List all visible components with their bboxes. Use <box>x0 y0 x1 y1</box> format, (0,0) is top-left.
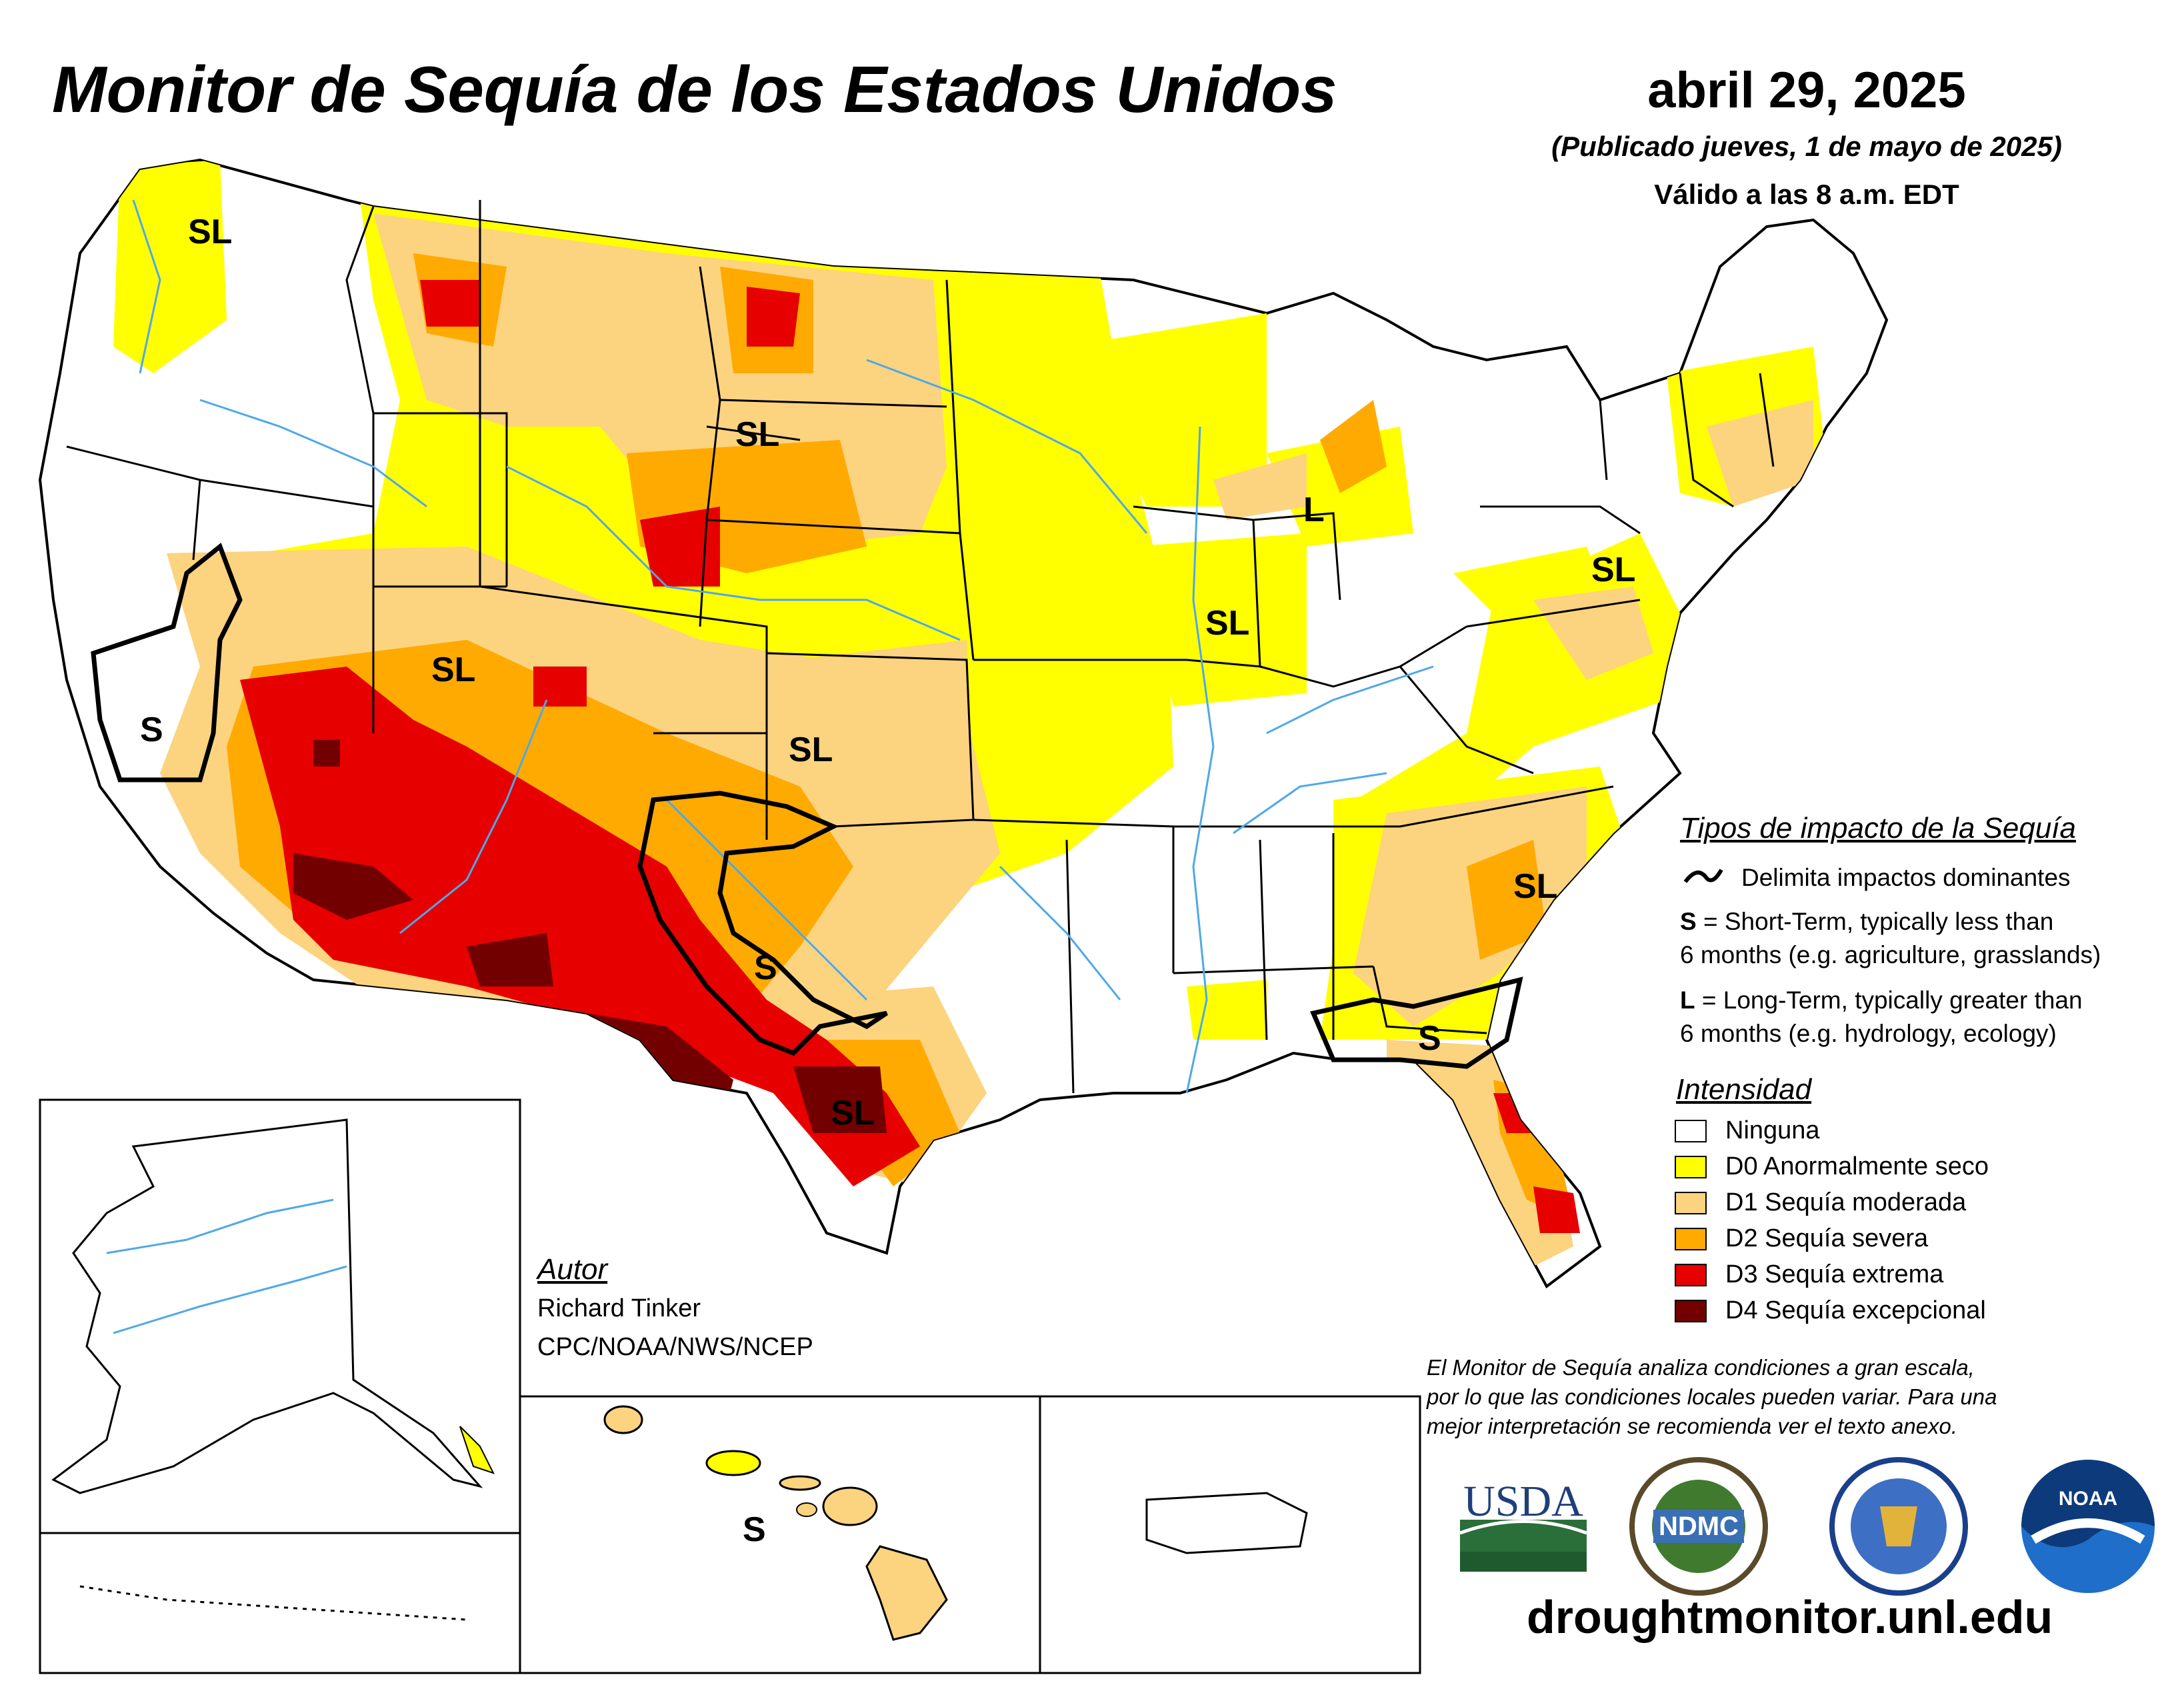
intensity-legend-item: D2 Sequía severa <box>1675 1224 1928 1253</box>
map-date: abril 29, 2025 <box>1647 62 1966 119</box>
short-term-line2: 6 months (e.g. agriculture, grasslands) <box>1680 941 2101 968</box>
intensity-swatch <box>1675 1263 1707 1286</box>
intensity-legend-item: D4 Sequía excepcional <box>1675 1296 1986 1325</box>
intensity-legend-item: D0 Anormalmente seco <box>1675 1152 1989 1181</box>
intensity-legend-item: D1 Sequía moderada <box>1675 1188 1966 1217</box>
noaa-logo-text: NOAA <box>2058 1488 2118 1510</box>
ndmc-logo <box>1629 1457 1768 1596</box>
impact-label: SL <box>431 651 476 689</box>
disclaimer: El Monitor de Sequía analiza condiciones… <box>1427 1353 2127 1441</box>
usda-logo <box>1459 1520 1587 1572</box>
intensity-legend-item: D3 Sequía extrema <box>1675 1260 1943 1289</box>
intensity-swatch <box>1675 1119 1707 1142</box>
impact-label: SL <box>1591 551 1636 589</box>
impact-label: SL <box>735 415 780 454</box>
impact-boundaries <box>91 543 1523 1069</box>
puerto-rico-inset <box>1039 1395 1421 1674</box>
ndmc-logo-text: NDMC <box>1659 1512 1739 1541</box>
intensity-swatch <box>1675 1227 1707 1250</box>
intensity-swatch <box>1675 1191 1707 1214</box>
impact-label: S <box>1418 1019 1441 1058</box>
map-title: Monitor de Sequía de los Estados Unidos <box>52 53 1337 126</box>
commerce-logo <box>1829 1457 1968 1596</box>
disclaimer-line: por lo que las condiciones locales puede… <box>1427 1384 1997 1409</box>
disclaimer-line: mejor interpretación se recomienda ver e… <box>1427 1414 1958 1438</box>
intensity-swatch <box>1675 1155 1707 1178</box>
short-term-text: = Short-Term, typically less than <box>1696 908 2054 935</box>
legend-graphics <box>1683 868 1723 883</box>
noaa-logo <box>2021 1460 2155 1593</box>
long-term-line2: 6 months (e.g. hydrology, ecology) <box>1680 1020 2057 1047</box>
l-key: L <box>1680 986 1695 1014</box>
impact-legend-title: Tipos de impacto de la Sequía <box>1680 812 2076 844</box>
author-org: CPC/NOAA/NWS/NCEP <box>537 1333 813 1361</box>
intensity-legend-item: Ninguna <box>1675 1116 1820 1145</box>
intensity-label: D1 Sequía moderada <box>1725 1188 1967 1216</box>
state-borders <box>66 200 1775 1094</box>
short-term-line1: S = Short-Term, typically less than <box>1680 908 2053 936</box>
intensity-label: D4 Sequía excepcional <box>1725 1296 1986 1324</box>
usda-logo-text: USDA <box>1463 1477 1583 1526</box>
author-title: Autor <box>537 1253 608 1286</box>
alaska-inset <box>39 1098 521 1674</box>
impact-label: L <box>1303 491 1325 529</box>
intensity-label: D3 Sequía extrema <box>1725 1260 1944 1288</box>
impact-label: SL <box>188 213 233 251</box>
rivers <box>132 199 1434 1094</box>
impact-label: S <box>754 948 777 987</box>
delimiter-sample-icon <box>1683 868 1723 883</box>
impact-label: SL <box>1513 867 1558 906</box>
website-url[interactable]: droughtmonitor.unl.edu <box>1527 1591 2053 1643</box>
intensity-swatch <box>1675 1299 1707 1322</box>
impact-label: SL <box>789 731 833 769</box>
intensity-label: D0 Anormalmente seco <box>1725 1152 1989 1180</box>
published-date: (Publicado jueves, 1 de mayo de 2025) <box>1551 131 2062 162</box>
disclaimer-line: El Monitor de Sequía analiza condiciones… <box>1427 1355 1975 1380</box>
delimit-label: Delimita impactos dominantes <box>1741 864 2071 891</box>
impact-label: SL <box>1205 604 1250 643</box>
impact-label: SL <box>831 1094 875 1132</box>
author-name: Richard Tinker <box>537 1294 701 1322</box>
s-key: S <box>1680 908 1697 935</box>
valid-time: Válido a las 8 a.m. EDT <box>1654 179 1959 210</box>
impact-label: S <box>140 711 163 749</box>
intensity-legend-title: Intensidad <box>1676 1073 1812 1106</box>
d3-areas <box>240 280 1580 1233</box>
long-term-text: = Long-Term, typically greater than <box>1695 986 2083 1014</box>
intensity-label: D2 Sequía severa <box>1725 1224 1929 1252</box>
impact-label: S <box>743 1510 766 1549</box>
intensity-label: Ninguna <box>1725 1116 1820 1144</box>
hawaii-inset <box>519 1395 1041 1674</box>
long-term-line1: L = Long-Term, typically greater than <box>1680 986 2083 1014</box>
